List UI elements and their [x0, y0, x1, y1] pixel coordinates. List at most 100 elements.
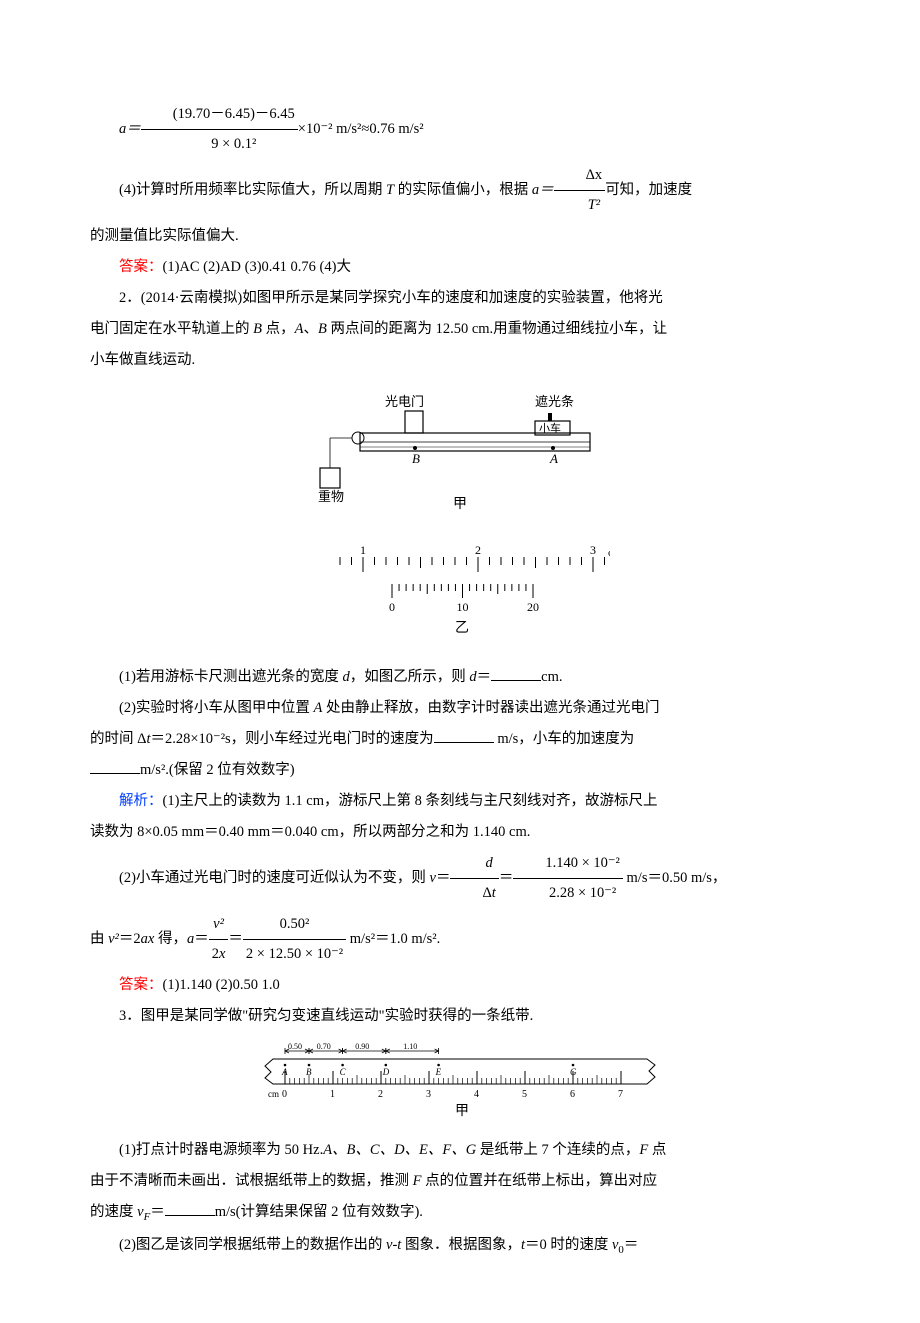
svg-text:0: 0 — [389, 600, 395, 614]
text: ＝2 — [119, 931, 141, 947]
a-label: A — [549, 451, 558, 466]
text: (2)小车通过光电门时的速度可近似认为不变，则 — [119, 870, 430, 886]
solution-2-line1: 解析：(1)主尺上的读数为 1.1 cm，游标尺上第 8 条刻线与主尺刻线对齐，… — [90, 787, 830, 816]
label-weight: 重物 — [318, 489, 344, 504]
answer-2: 答案：(1)1.140 (2)0.50 1.0 — [90, 971, 830, 1000]
fraction-3: d Δt — [450, 849, 498, 908]
numerator: v² — [209, 910, 229, 940]
q3-1-line3: 的速度 vF＝m/s(计算结果保留 2 位有效数字). — [90, 1198, 830, 1229]
solution-2-2: (2)小车通过光电门时的速度可近似认为不变，则 v＝ d Δt ＝ 1.140 … — [90, 849, 830, 908]
text: )如图甲所示是某同学探究小车的速度和加速度的实验装置，他将光 — [237, 290, 662, 306]
answer-text: (1)AC (2)AD (3)0.41 0.76 (4)大 — [163, 259, 351, 275]
vernier-svg: 123cm 01020 乙 — [310, 542, 610, 634]
text: 由于不清晰而未画出．试根据纸带上的数据，推测 — [90, 1173, 413, 1189]
answer-label: 答案： — [119, 259, 163, 275]
var-d: d — [469, 669, 476, 685]
numerator: 1.140 × 10⁻² — [513, 849, 623, 879]
text: 的速度 — [90, 1204, 137, 1220]
vars-abc: A、B、C、D、E、F、G — [323, 1142, 476, 1158]
var-vt: v-t — [386, 1237, 401, 1253]
text: ＝ — [477, 669, 492, 685]
denominator: Δt — [450, 879, 498, 908]
text: 图象．根据图象， — [401, 1237, 521, 1253]
text: 的时间 Δ — [90, 731, 146, 747]
text: m/s²＝1.0 m/s². — [346, 931, 440, 947]
numerator: 0.50² — [243, 910, 346, 940]
var-d: d — [343, 669, 350, 685]
text: ＝ — [194, 931, 209, 947]
var-v2: v² — [108, 931, 119, 947]
text: ＝0 时的速度 — [525, 1237, 612, 1253]
denominator: T² — [554, 191, 606, 220]
answer-label: 答案： — [119, 977, 163, 993]
numerator: Δx — [554, 161, 606, 191]
caption-yi: 乙 — [455, 620, 469, 634]
text: ＝ — [150, 1204, 165, 1220]
label-car: 小车 — [539, 421, 561, 435]
fraction-4: 1.140 × 10⁻² 2.28 × 10⁻² — [513, 849, 623, 908]
svg-text:3: 3 — [426, 1089, 431, 1100]
answer-1: 答案：(1)AC (2)AD (3)0.41 0.76 (4)大 — [90, 253, 830, 282]
text: (2)实验时将小车从图甲中位置 — [119, 700, 314, 716]
solution-2-line2: 读数为 8×0.05 mm＝0.40 mm＝0.040 cm，所以两部分之和为 … — [90, 818, 830, 847]
apparatus-diagram: 光电门 遮光条 小车 重物 B A 甲 — [90, 393, 830, 524]
svg-text:10: 10 — [457, 600, 469, 614]
paragraph-l3: 的测量值比实际值偏大. — [90, 222, 830, 251]
svg-text:cm: cm — [608, 547, 610, 559]
text: (2)图乙是该同学根据纸带上的数据作出的 — [119, 1237, 386, 1253]
eq-suffix: ×10⁻² m/s²≈0.76 m/s² — [298, 121, 424, 137]
var-B: B — [318, 321, 327, 337]
apparatus-svg: 光电门 遮光条 小车 重物 B A 甲 — [310, 393, 610, 513]
numerator: (19.70－6.45)－6.45 — [141, 100, 298, 130]
var-F: F — [639, 1142, 648, 1158]
blank-a — [90, 757, 140, 774]
text: 的实际值偏小，根据 — [394, 182, 532, 198]
fraction-5: v² 2x — [209, 910, 229, 969]
q2-2-line2: 的时间 Δt＝2.28×10⁻²s，则小车经过光电门时的速度为 m/s，小车的加… — [90, 725, 830, 754]
text: (4)计算时所用频率比实际值大，所以周期 — [119, 182, 386, 198]
text: 得， — [154, 931, 187, 947]
q3-1-line2: 由于不清晰而未画出．试根据纸带上的数据，推测 F 点的位置并在纸带上标出，算出对… — [90, 1167, 830, 1196]
label-lightgate: 光电门 — [385, 394, 424, 409]
q3-2: (2)图乙是该同学根据纸带上的数据作出的 v-t 图象．根据图象，t＝0 时的速… — [90, 1231, 830, 1262]
svg-text:1: 1 — [330, 1089, 335, 1100]
svg-text:B: B — [306, 1067, 312, 1077]
paragraph-l2: (4)计算时所用频率比实际值大，所以周期 T 的实际值偏小，根据 a＝ Δx T… — [90, 161, 830, 220]
question-3-line1: 3．图甲是某同学做"研究匀变速直线运动"实验时获得的一条纸带. — [90, 1002, 830, 1031]
svg-text:G: G — [570, 1067, 577, 1077]
text: ＝ — [436, 870, 451, 886]
text: 由 — [90, 931, 108, 947]
svg-text:7: 7 — [618, 1089, 623, 1100]
q2-2-line1: (2)实验时将小车从图甲中位置 A 处由静止释放，由数字计时器读出遮光条通过光电… — [90, 694, 830, 723]
text: 点 — [648, 1142, 666, 1158]
caption-jia2: 甲 — [455, 1104, 469, 1117]
blank-v — [434, 726, 494, 743]
text: ＝ — [228, 931, 243, 947]
text: 3． — [119, 1008, 141, 1024]
svg-text:1.10: 1.10 — [403, 1042, 417, 1051]
text: (1)打点计时器电源频率为 50 Hz. — [119, 1142, 323, 1158]
text: m/s＝0.50 m/s， — [623, 870, 727, 886]
denominator: 2 × 12.50 × 10⁻² — [243, 940, 346, 969]
text: 点的位置并在纸带上标出，算出对应 — [421, 1173, 657, 1189]
svg-text:0.70: 0.70 — [317, 1042, 331, 1051]
denominator: 9 × 0.1² — [141, 130, 298, 159]
eq-prefix: a＝ — [119, 121, 141, 137]
svg-text:0: 0 — [282, 1089, 287, 1100]
question-2-line2: 电门固定在水平轨道上的 B 点，A、B 两点间的距离为 12.50 cm.用重物… — [90, 315, 830, 344]
tape-diagram: 01234567cmABCDEG0.500.700.901.10 甲 — [90, 1039, 830, 1128]
text: 、 — [303, 321, 318, 337]
text: 2．(2014· — [119, 290, 179, 306]
fraction-1: (19.70－6.45)－6.45 9 × 0.1² — [141, 100, 298, 159]
blank-d — [491, 664, 541, 681]
svg-text:20: 20 — [527, 600, 539, 614]
svg-text:2: 2 — [475, 543, 481, 557]
vernier-diagram: 123cm 01020 乙 — [90, 542, 830, 645]
text: ，如图乙所示，则 — [350, 669, 470, 685]
var-B: B — [253, 321, 262, 337]
fraction-2: Δx T² — [554, 161, 606, 220]
denominator: 2.28 × 10⁻² — [513, 879, 623, 908]
svg-text:C: C — [340, 1067, 347, 1077]
var-T: T — [386, 182, 394, 198]
svg-text:5: 5 — [522, 1089, 527, 1100]
